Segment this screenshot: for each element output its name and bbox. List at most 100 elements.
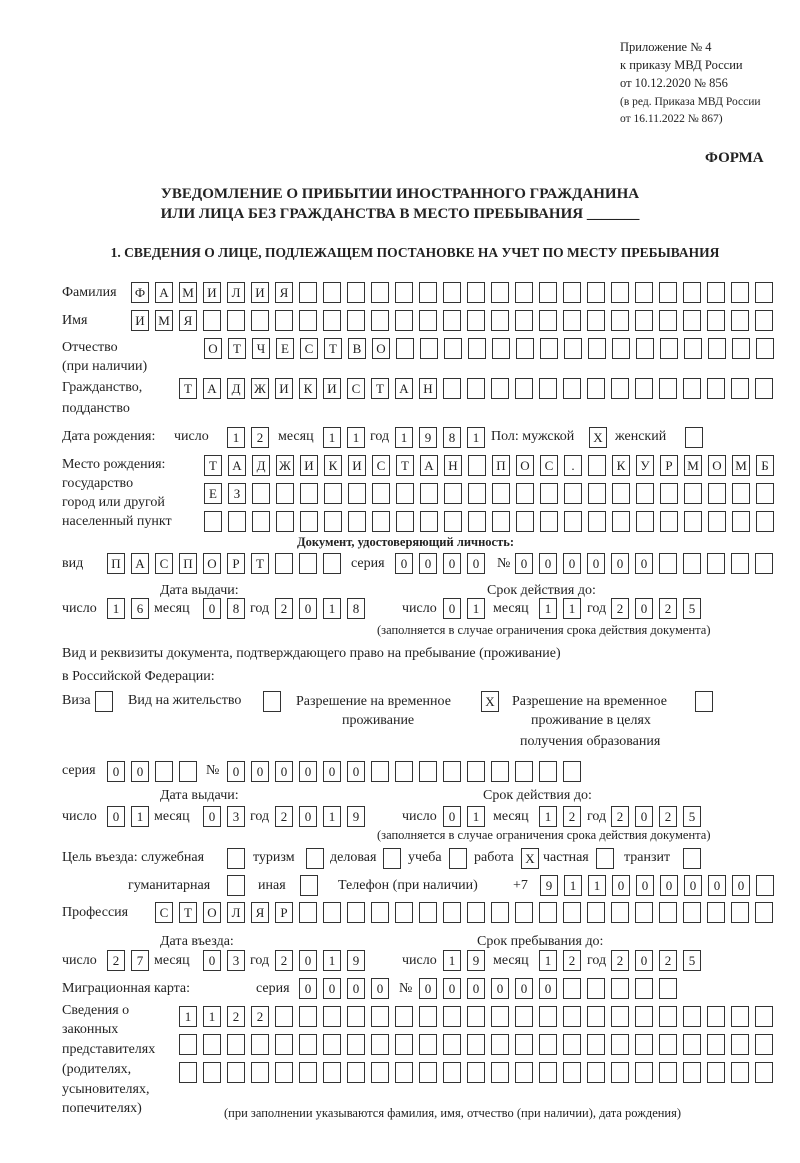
right-series-cell[interactable]: 0: [131, 761, 149, 782]
surname-cell[interactable]: [299, 282, 317, 303]
name-cell[interactable]: [203, 310, 221, 331]
birthplace2-cell[interactable]: [540, 483, 558, 504]
rep3-cell[interactable]: [179, 1062, 197, 1083]
citizenship-cell[interactable]: Т: [179, 378, 197, 399]
name-cell[interactable]: [419, 310, 437, 331]
rep1-cell[interactable]: [371, 1006, 389, 1027]
name-cell[interactable]: М: [155, 310, 173, 331]
trp-cell[interactable]: X: [481, 691, 499, 712]
birthplace2-cell[interactable]: [684, 483, 702, 504]
right-issue-month-cell[interactable]: 3: [227, 806, 245, 827]
profession-cell[interactable]: О: [203, 902, 221, 923]
patronymic-cell[interactable]: [708, 338, 726, 359]
rep1-cell[interactable]: [419, 1006, 437, 1027]
sex-female-cell[interactable]: [685, 427, 703, 448]
surname-cell[interactable]: [491, 282, 509, 303]
rep1-cell[interactable]: [443, 1006, 461, 1027]
profession-cell[interactable]: [515, 902, 533, 923]
profession-cell[interactable]: [443, 902, 461, 923]
birthplace1-cell[interactable]: О: [708, 455, 726, 476]
right-number-cell[interactable]: [491, 761, 509, 782]
doc-number-cell[interactable]: 0: [563, 553, 581, 574]
profession-cell[interactable]: Р: [275, 902, 293, 923]
rep2-cell[interactable]: [443, 1034, 461, 1055]
doc-number-cell[interactable]: 0: [635, 553, 653, 574]
rep3-cell[interactable]: [563, 1062, 581, 1083]
right-number-cell[interactable]: 0: [275, 761, 293, 782]
citizenship-cell[interactable]: [611, 378, 629, 399]
phone-cell[interactable]: 0: [684, 875, 702, 896]
birthplace1-cell[interactable]: Б: [756, 455, 774, 476]
rep1-cell[interactable]: [587, 1006, 605, 1027]
patronymic-cell[interactable]: [420, 338, 438, 359]
birth-year-cell[interactable]: 8: [443, 427, 461, 448]
birthplace3-cell[interactable]: [516, 511, 534, 532]
rep3-cell[interactable]: [491, 1062, 509, 1083]
stay-day-cell[interactable]: 1: [443, 950, 461, 971]
rep2-cell[interactable]: [419, 1034, 437, 1055]
rep2-cell[interactable]: [755, 1034, 773, 1055]
phone-cell[interactable]: 1: [564, 875, 582, 896]
doc-number-cell[interactable]: [755, 553, 773, 574]
profession-cell[interactable]: С: [155, 902, 173, 923]
rep2-cell[interactable]: [635, 1034, 653, 1055]
birth-month-cell[interactable]: 1: [347, 427, 365, 448]
doc-kind-cell[interactable]: Р: [227, 553, 245, 574]
rep2-cell[interactable]: [659, 1034, 677, 1055]
rep2-cell[interactable]: [227, 1034, 245, 1055]
mig-number-cell[interactable]: [563, 978, 581, 999]
rep1-cell[interactable]: [563, 1006, 581, 1027]
birthplace3-cell[interactable]: [324, 511, 342, 532]
birthplace2-cell[interactable]: [732, 483, 750, 504]
name-cell[interactable]: [251, 310, 269, 331]
rep3-cell[interactable]: [227, 1062, 245, 1083]
birthplace3-cell[interactable]: [420, 511, 438, 532]
name-cell[interactable]: [659, 310, 677, 331]
birthplace3-cell[interactable]: [660, 511, 678, 532]
rep2-cell[interactable]: [587, 1034, 605, 1055]
doc-kind-cell[interactable]: [299, 553, 317, 574]
rep2-cell[interactable]: [347, 1034, 365, 1055]
surname-cell[interactable]: А: [155, 282, 173, 303]
profession-cell[interactable]: [707, 902, 725, 923]
citizenship-cell[interactable]: [659, 378, 677, 399]
birthplace2-cell[interactable]: [300, 483, 318, 504]
surname-cell[interactable]: [611, 282, 629, 303]
name-cell[interactable]: [755, 310, 773, 331]
profession-cell[interactable]: [731, 902, 749, 923]
citizenship-cell[interactable]: [515, 378, 533, 399]
birthplace2-cell[interactable]: [492, 483, 510, 504]
entry-month-cell[interactable]: 0: [203, 950, 221, 971]
rep1-cell[interactable]: 1: [203, 1006, 221, 1027]
birthplace3-cell[interactable]: [204, 511, 222, 532]
citizenship-cell[interactable]: [731, 378, 749, 399]
name-cell[interactable]: [299, 310, 317, 331]
patronymic-cell[interactable]: [756, 338, 774, 359]
surname-cell[interactable]: Ф: [131, 282, 149, 303]
citizenship-cell[interactable]: [563, 378, 581, 399]
birthplace1-cell[interactable]: О: [516, 455, 534, 476]
birthplace3-cell[interactable]: [372, 511, 390, 532]
phone-cell[interactable]: 0: [636, 875, 654, 896]
doc-number-cell[interactable]: 0: [611, 553, 629, 574]
rep2-cell[interactable]: [467, 1034, 485, 1055]
rep1-cell[interactable]: 2: [227, 1006, 245, 1027]
rep3-cell[interactable]: [755, 1062, 773, 1083]
surname-cell[interactable]: Л: [227, 282, 245, 303]
phone-cell[interactable]: 0: [660, 875, 678, 896]
surname-cell[interactable]: [419, 282, 437, 303]
birthplace3-cell[interactable]: [612, 511, 630, 532]
rep1-cell[interactable]: [683, 1006, 701, 1027]
right-series-cell[interactable]: [179, 761, 197, 782]
doc-issue-year-cell[interactable]: 0: [299, 598, 317, 619]
doc-issue-day-cell[interactable]: 6: [131, 598, 149, 619]
patronymic-cell[interactable]: [732, 338, 750, 359]
birthplace1-cell[interactable]: Т: [204, 455, 222, 476]
doc-series-cell[interactable]: 0: [443, 553, 461, 574]
mig-number-cell[interactable]: 0: [443, 978, 461, 999]
birthplace1-cell[interactable]: Н: [444, 455, 462, 476]
birthplace2-cell[interactable]: [660, 483, 678, 504]
birthplace3-cell[interactable]: [468, 511, 486, 532]
profession-cell[interactable]: Т: [179, 902, 197, 923]
right-valid-year-cell[interactable]: 0: [635, 806, 653, 827]
